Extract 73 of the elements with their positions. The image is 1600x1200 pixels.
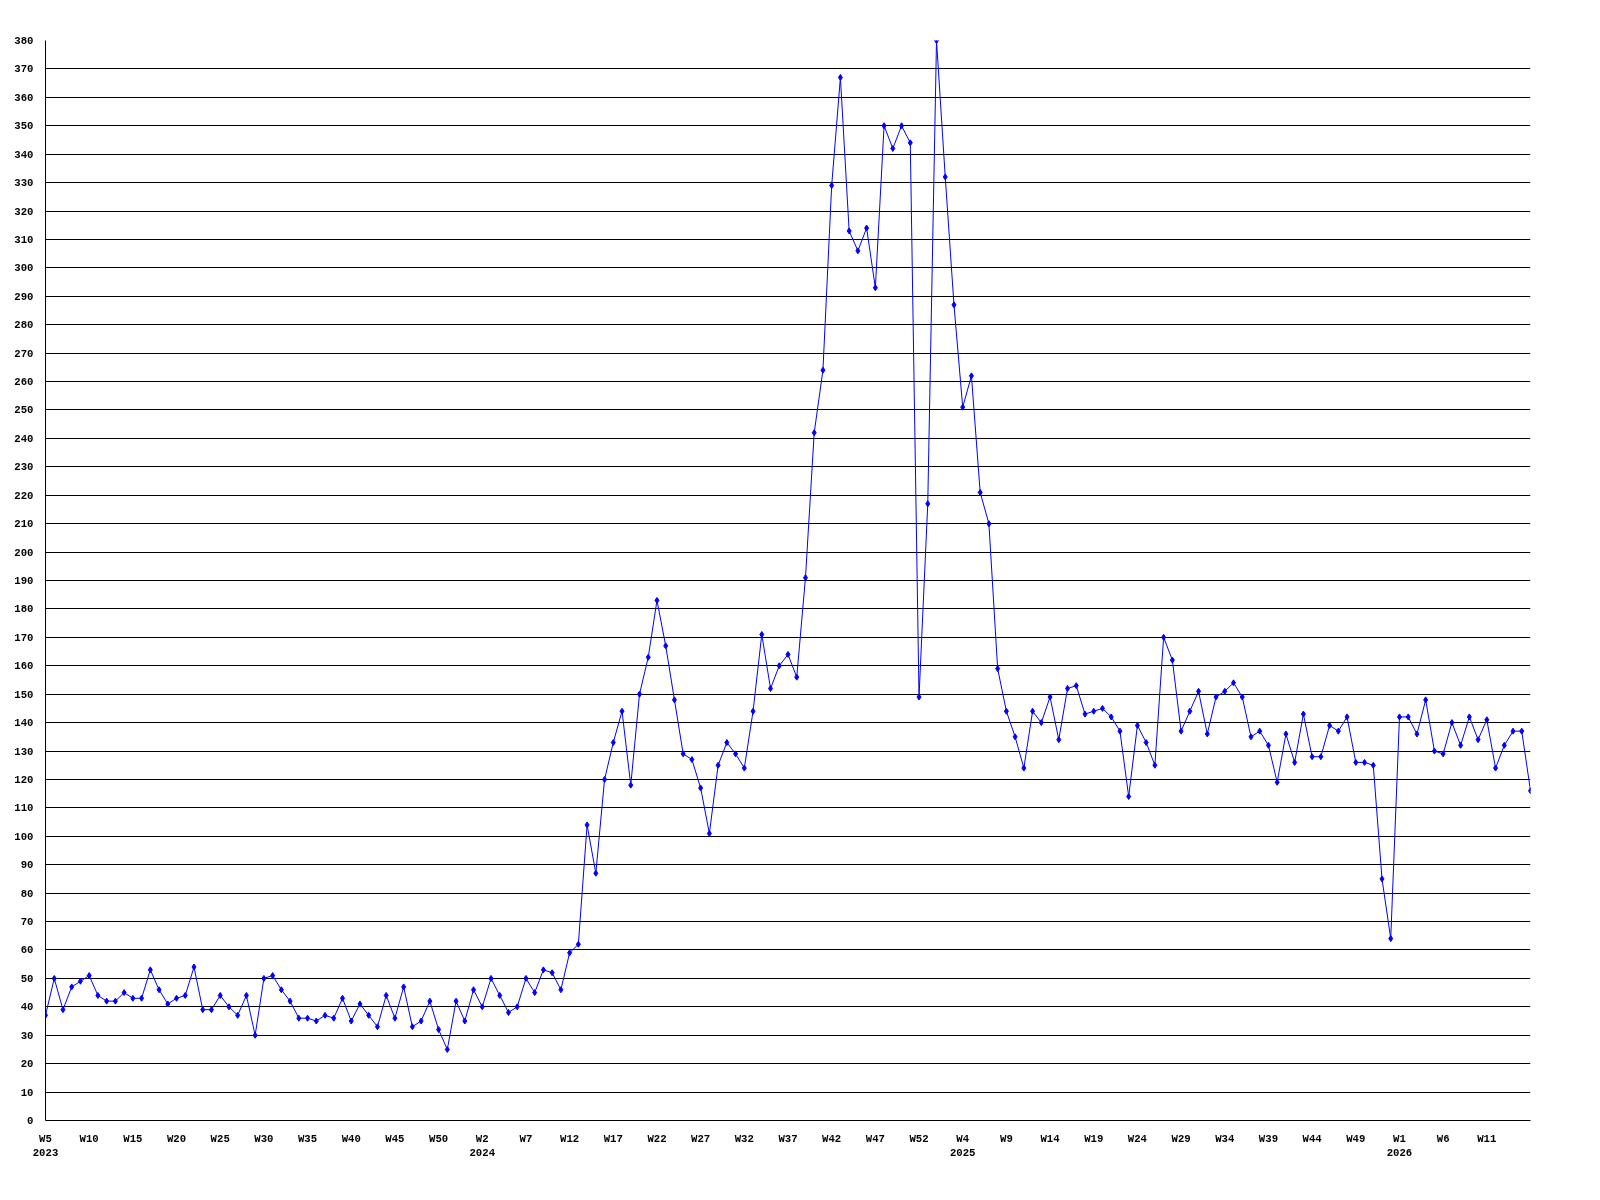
x-tick-label: W11 [1477, 1132, 1497, 1145]
x-tick-label: W14 [1040, 1132, 1061, 1145]
x-tick-label: W49 [1346, 1132, 1366, 1145]
x-tick-label: W27 [691, 1132, 711, 1145]
x-tick-label: W44 [1302, 1132, 1323, 1145]
y-tick-label: 110 [14, 802, 34, 815]
y-tick-label: 30 [20, 1029, 34, 1042]
y-tick-label: 150 [14, 688, 34, 701]
x-tick-label: W17 [603, 1132, 623, 1145]
y-tick-label: 60 [20, 944, 34, 957]
x-tick-label: W5 2023 [32, 1132, 59, 1159]
y-tick-label: 200 [14, 546, 34, 559]
x-tick-label: W2 2024 [469, 1132, 496, 1159]
x-tick-label: W1 2026 [1386, 1132, 1413, 1159]
y-tick-label: 240 [14, 432, 34, 445]
x-tick-label: W39 [1258, 1132, 1279, 1145]
y-tick-label: 80 [20, 887, 34, 900]
x-tick-label: W50 [429, 1132, 449, 1145]
y-tick-label: 350 [14, 120, 34, 133]
x-tick-label: W47 [865, 1132, 885, 1145]
y-tick-label: 220 [14, 489, 34, 502]
y-tick-label: 0 [27, 1115, 34, 1127]
y-tick-label: 100 [14, 830, 34, 843]
x-tick-label: W34 [1215, 1132, 1235, 1145]
y-tick-label: 160 [14, 660, 34, 673]
y-tick-label: 260 [14, 376, 34, 389]
y-tick-label: 290 [14, 290, 34, 303]
y-tick-label: 90 [20, 859, 34, 872]
x-tick-label: W29 [1171, 1132, 1191, 1145]
y-tick-label: 210 [14, 518, 34, 531]
x-tick-label: W7 [519, 1132, 533, 1145]
y-tick-label: 330 [14, 177, 34, 190]
x-tick-label: W30 [254, 1132, 274, 1145]
x-tick-label: W40 [341, 1132, 361, 1145]
y-tick-label: 10 [20, 1086, 34, 1099]
y-tick-label: 340 [14, 148, 34, 161]
y-tick-label: 170 [14, 631, 34, 644]
x-tick-label: W25 [210, 1132, 230, 1145]
x-tick-label: W15 [123, 1132, 143, 1145]
x-tick-label: W4 2025 [949, 1132, 976, 1159]
y-tick-label: 270 [14, 347, 34, 360]
x-tick-label: W35 [297, 1132, 318, 1145]
x-tick-label: W32 [734, 1132, 754, 1145]
y-tick-label: 190 [14, 575, 34, 587]
y-tick-label: 50 [20, 972, 34, 985]
x-tick-label: W20 [166, 1132, 187, 1145]
y-tick-label: 70 [20, 916, 34, 929]
x-tick-label: W52 [909, 1132, 929, 1145]
y-tick-label: 180 [14, 603, 34, 616]
x-tick-label: W42 [822, 1132, 842, 1145]
x-tick-label: W6 [1436, 1132, 1450, 1145]
y-tick-label: 140 [14, 717, 34, 730]
x-tick-label: W9 [999, 1132, 1013, 1145]
y-tick-label: 320 [14, 205, 34, 218]
x-tick-label: W22 [647, 1132, 667, 1145]
y-tick-label: 380 [14, 35, 34, 47]
y-tick-label: 370 [14, 63, 34, 76]
y-tick-label: 20 [20, 1058, 34, 1071]
y-tick-label: 130 [14, 745, 34, 758]
x-tick-label: W37 [778, 1132, 798, 1145]
y-tick-label: 40 [20, 1001, 34, 1014]
y-tick-label: 120 [14, 773, 34, 786]
x-tick-label: W24 [1127, 1132, 1148, 1145]
y-tick-label: 250 [14, 404, 34, 417]
x-tick-label: W45 [385, 1132, 405, 1145]
y-tick-label: 280 [14, 319, 34, 332]
x-tick-label: W10 [79, 1132, 99, 1145]
y-tick-label: 310 [14, 233, 34, 246]
x-tick-label: W12 [560, 1132, 580, 1145]
x-tick-label: W19 [1084, 1132, 1104, 1145]
y-tick-label: 360 [14, 91, 34, 104]
y-tick-label: 300 [14, 262, 34, 275]
y-tick-label: 230 [14, 461, 34, 474]
